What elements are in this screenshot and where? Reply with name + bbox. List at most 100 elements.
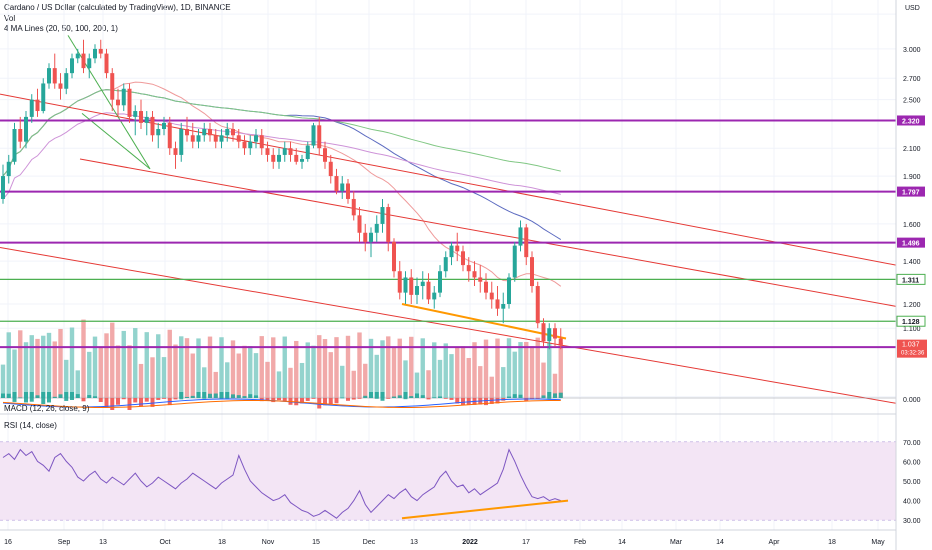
- candle-body: [374, 223, 379, 233]
- macd-histogram-bar: [144, 398, 149, 402]
- volume-bar: [547, 342, 552, 398]
- macd-histogram-bar: [397, 395, 402, 398]
- candle-body: [369, 232, 373, 242]
- candle-body: [219, 135, 224, 142]
- candle-body: [271, 154, 276, 162]
- trend-line: [67, 35, 151, 170]
- volume-bar: [414, 372, 420, 398]
- candle-body: [489, 292, 494, 300]
- candle-body: [294, 154, 299, 162]
- macd-histogram-bar: [6, 393, 11, 398]
- time-tick: 2022: [462, 539, 478, 546]
- macd-histogram-bar: [553, 393, 557, 398]
- volume-bar: [317, 335, 322, 398]
- macd-histogram-bar: [323, 398, 327, 406]
- macd-histogram-bar: [225, 392, 230, 400]
- symbol-title[interactable]: Cardano / US Dollar (calculated by Tradi…: [4, 3, 231, 12]
- candle-body: [397, 271, 402, 293]
- volume-bar: [110, 322, 115, 398]
- macd-histogram-bar: [179, 392, 184, 400]
- macd-histogram-bar: [12, 392, 17, 402]
- candle-body: [1, 176, 5, 199]
- candle-body: [29, 99, 34, 117]
- last-price-badge: [897, 339, 927, 358]
- macd-label[interactable]: MACD (12, 26, close, 9): [4, 404, 90, 413]
- level-label: 1.496: [902, 241, 920, 248]
- volume-bar: [190, 353, 195, 398]
- candle-body: [380, 207, 385, 224]
- time-axis[interactable]: 16 Sep 13 Oct 18 Nov 15 Dec 13 2022 17 Feb 14 Mar 14 Ap…: [4, 539, 885, 546]
- candle-body: [478, 277, 483, 282]
- macd-histogram-bar: [374, 392, 379, 399]
- candle-body: [403, 277, 408, 293]
- volume-bar: [506, 338, 512, 398]
- candle-body: [472, 271, 477, 278]
- macd-histogram-bar: [1, 393, 5, 398]
- volume-bar: [328, 352, 333, 398]
- volume-bar: [340, 365, 345, 398]
- macd-histogram-bar: [282, 398, 287, 402]
- time-tick: Feb: [574, 539, 586, 546]
- price-tick: 1.100: [903, 326, 921, 333]
- candle-body: [455, 245, 460, 252]
- volume-bar: [386, 336, 391, 398]
- rsi-band: [0, 441, 896, 521]
- divergence-line-rsi: [401, 499, 569, 520]
- macd-histogram-bar: [64, 392, 69, 401]
- ma-line-100: [2, 89, 561, 177]
- macd-histogram-bar: [403, 392, 408, 400]
- candle-body: [47, 68, 51, 84]
- time-tick: 18: [828, 539, 836, 546]
- volume-bar: [449, 354, 454, 398]
- candle-body: [518, 227, 523, 246]
- candle-body: [167, 122, 172, 149]
- candle-body: [6, 161, 11, 177]
- candle-body: [288, 148, 293, 155]
- candle-body: [248, 141, 253, 149]
- macd-histogram-bar: [484, 398, 488, 406]
- volume-bar: [363, 363, 368, 398]
- macd-histogram-bar: [213, 393, 218, 398]
- macd-histogram-bar: [443, 398, 448, 399]
- horizontal-levels: [0, 119, 896, 349]
- volume-bar: [138, 363, 144, 398]
- volume-legend[interactable]: Vol: [4, 14, 16, 23]
- macd-histogram-bar: [512, 394, 517, 398]
- price-tick: 3.000: [903, 47, 921, 54]
- price-axis[interactable]: 3.000 2.700 2.500 2.100 1.900 1.600 1.400 1.200…: [895, 0, 927, 550]
- macd-histogram-bar: [202, 392, 207, 399]
- macd-histogram-bar: [300, 398, 304, 404]
- volume-bars: [0, 319, 563, 398]
- candle-body: [432, 292, 437, 300]
- candle-body: [512, 245, 517, 278]
- candle-body: [265, 148, 270, 155]
- volume-bar: [225, 362, 230, 398]
- rsi-tick: 70.00: [903, 440, 921, 447]
- candle-body: [41, 83, 46, 112]
- candle-body: [162, 122, 166, 130]
- macd-histogram-bar: [196, 392, 201, 399]
- volume-bar: [81, 319, 86, 398]
- candle-body: [18, 129, 23, 142]
- volume-bar: [282, 336, 287, 398]
- macd-histogram-bar: [363, 395, 368, 398]
- volume-bar: [426, 370, 431, 398]
- volume-bar: [196, 338, 201, 398]
- last-price-value: 1.037: [902, 342, 920, 349]
- macd-histogram-bar: [558, 392, 563, 398]
- volume-bar: [299, 362, 305, 398]
- candle-body: [225, 129, 230, 136]
- ma-legend[interactable]: 4 MA Lines (20, 50, 100, 200, 1): [4, 24, 118, 33]
- candle-body: [466, 265, 471, 272]
- rsi-label[interactable]: RSI (14, close): [4, 421, 57, 430]
- rsi-tick: 30.00: [903, 518, 921, 525]
- candle-body: [259, 135, 264, 149]
- volume-bar: [64, 359, 69, 398]
- candle-body: [340, 183, 345, 192]
- candle-body: [426, 281, 431, 300]
- volume-bar: [478, 366, 483, 398]
- volume-bar: [179, 336, 184, 398]
- macd-histogram-bar: [41, 392, 46, 404]
